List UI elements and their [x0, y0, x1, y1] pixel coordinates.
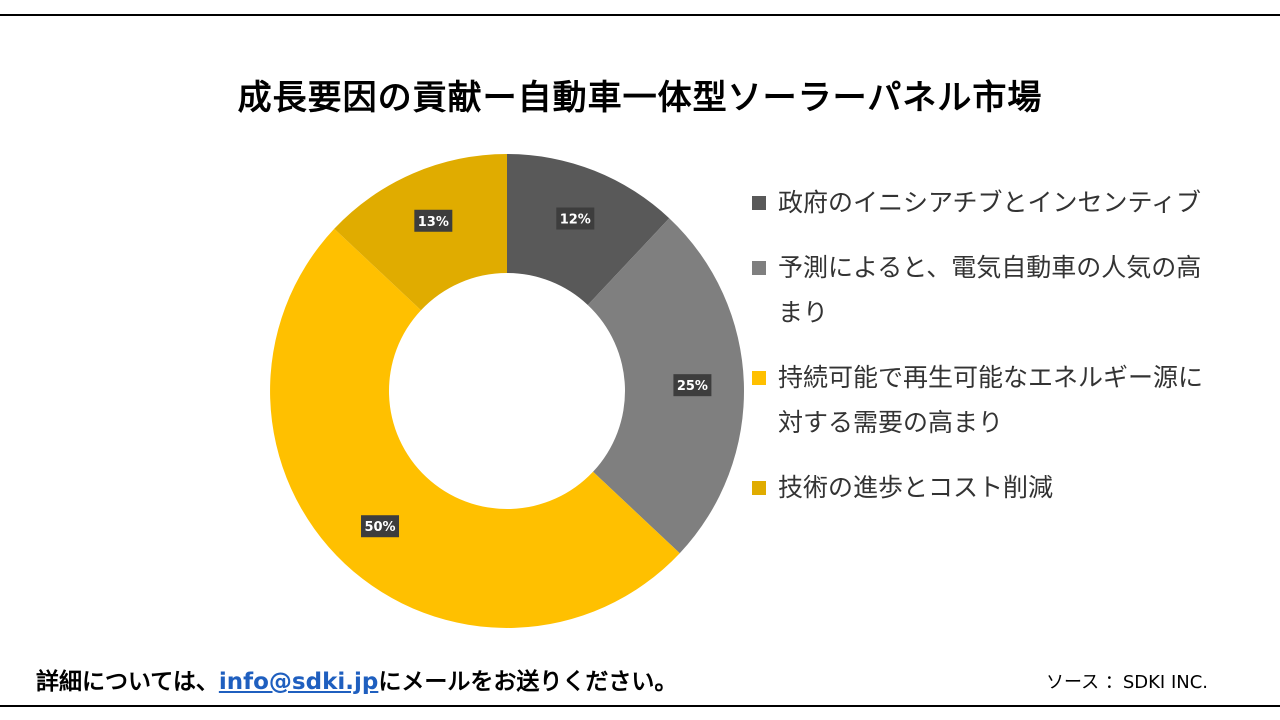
slice-label-3: 13% — [414, 209, 453, 232]
slice-label-1: 25% — [673, 374, 712, 397]
legend-item-3: 技術の進歩とコスト削減 — [752, 471, 1212, 510]
legend-item-1: 予測によると、電気自動車の人気の高まり — [752, 251, 1212, 335]
legend-swatch-1 — [752, 261, 766, 275]
slice-label-box-2 — [361, 515, 400, 538]
legend-item-2: 持続可能で再生可能なエネルギー源に対する需要の高まり — [752, 361, 1212, 445]
donut-slice-3 — [334, 154, 507, 311]
contact-prefix: 詳細については、 — [36, 669, 219, 695]
slice-label-0: 12% — [556, 207, 595, 230]
slice-label-text-1: 25% — [677, 379, 708, 394]
bottom-rule — [0, 705, 1280, 707]
slice-label-text-2: 50% — [364, 520, 395, 535]
donut-slice-1 — [587, 218, 744, 554]
legend-swatch-2 — [752, 371, 766, 385]
email-link[interactable]: info@sdki.jp — [218, 669, 379, 695]
slice-label-box-0 — [556, 207, 595, 230]
legend-swatch-3 — [752, 481, 766, 495]
slice-label-text-3: 13% — [418, 215, 449, 230]
slice-label-text-0: 12% — [560, 213, 591, 228]
legend-label-2: 持続可能で再生可能なエネルギー源に対する需要の高まり — [778, 363, 1204, 437]
top-rule — [0, 14, 1280, 16]
legend-label-0: 政府のイニシアチブとインセンティブ — [778, 188, 1202, 217]
slice-label-box-1 — [673, 374, 712, 397]
slice-label-2: 50% — [361, 515, 400, 538]
legend-label-3: 技術の進歩とコスト削減 — [778, 473, 1054, 502]
source-credit: ソース ：SDKI INC. — [1046, 672, 1209, 693]
slice-label-box-3 — [414, 209, 453, 232]
chart-legend: 政府のイニシアチブとインセンティブ 予測によると、電気自動車の人気の高まり 持続… — [752, 186, 1212, 536]
legend-swatch-0 — [752, 196, 766, 210]
donut-chart: 12% 25% 50% 13% — [270, 154, 744, 628]
legend-item-0: 政府のイニシアチブとインセンティブ — [752, 186, 1212, 225]
chart-title: 成長要因の貢献ー自動車一体型ソーラーパネル市場 — [237, 78, 1043, 118]
contact-suffix: にメールをお送りください。 — [378, 669, 678, 695]
legend-label-1: 予測によると、電気自動車の人気の高まり — [778, 253, 1202, 327]
contact-note: 詳細については、info@sdki.jpにメールをお送りください。 — [36, 662, 677, 696]
